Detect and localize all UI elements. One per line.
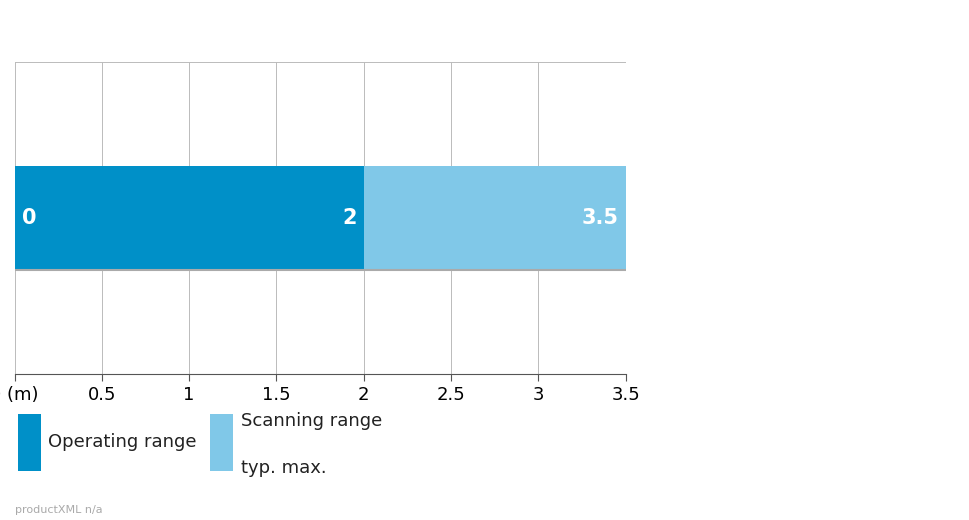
Text: productXML n/a: productXML n/a xyxy=(15,505,102,515)
Text: 0: 0 xyxy=(21,209,36,228)
Bar xyxy=(17,414,41,471)
Text: Scanning range: Scanning range xyxy=(240,412,382,430)
Text: 2: 2 xyxy=(342,209,357,228)
Text: 3.5: 3.5 xyxy=(581,209,618,228)
Bar xyxy=(15,166,363,270)
Bar xyxy=(210,414,234,471)
Text: typ. max.: typ. max. xyxy=(240,459,326,477)
Bar xyxy=(363,166,625,270)
Text: Operating range: Operating range xyxy=(48,433,197,451)
